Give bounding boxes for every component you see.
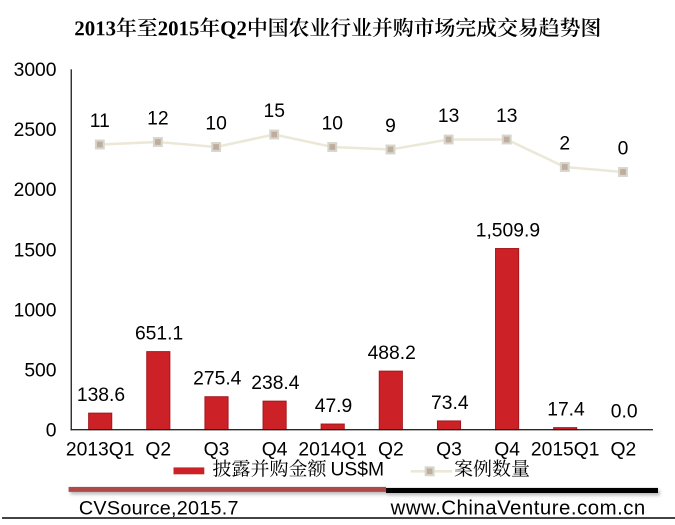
svg-text:CVSource,2015.7: CVSource,2015.7 <box>79 498 239 520</box>
svg-text:Q2: Q2 <box>145 440 171 461</box>
svg-text:651.1: 651.1 <box>135 324 183 345</box>
svg-text:73.4: 73.4 <box>431 393 469 414</box>
svg-text:Q2: Q2 <box>611 440 637 461</box>
svg-text:9: 9 <box>385 116 396 137</box>
svg-text:www.ChinaVenture.com.cn: www.ChinaVenture.com.cn <box>390 498 646 520</box>
svg-text:47.9: 47.9 <box>315 396 353 417</box>
svg-text:1000: 1000 <box>14 300 57 321</box>
svg-text:1500: 1500 <box>14 240 57 261</box>
svg-text:488.2: 488.2 <box>368 343 416 364</box>
svg-text:15: 15 <box>263 101 284 122</box>
svg-text:2000: 2000 <box>14 180 57 201</box>
svg-text:2015Q1: 2015Q1 <box>531 440 600 461</box>
svg-text:275.4: 275.4 <box>193 369 242 390</box>
svg-text:238.4: 238.4 <box>251 373 300 394</box>
svg-text:13: 13 <box>496 106 517 127</box>
svg-text:3000: 3000 <box>14 60 57 81</box>
svg-text:17.4: 17.4 <box>547 400 585 421</box>
svg-text:2013Q1: 2013Q1 <box>66 440 135 461</box>
svg-text:2: 2 <box>559 134 570 155</box>
svg-text:US$M: US$M <box>331 459 385 480</box>
svg-text:12: 12 <box>147 109 168 130</box>
svg-text:500: 500 <box>24 361 56 382</box>
svg-text:2014Q1: 2014Q1 <box>298 440 367 461</box>
svg-text:10: 10 <box>205 114 226 135</box>
svg-text:Q3: Q3 <box>436 440 462 461</box>
svg-text:Q3: Q3 <box>204 440 230 461</box>
svg-text:138.6: 138.6 <box>77 385 125 406</box>
svg-text:1,509.9: 1,509.9 <box>476 221 540 242</box>
svg-text:Q4: Q4 <box>494 440 520 461</box>
svg-text:11: 11 <box>90 111 110 132</box>
svg-text:0: 0 <box>46 421 57 442</box>
svg-text:13: 13 <box>438 106 459 127</box>
svg-text:Q2: Q2 <box>378 440 404 461</box>
svg-text:10: 10 <box>322 114 343 135</box>
svg-text:0: 0 <box>618 139 629 160</box>
svg-text:Q4: Q4 <box>262 440 288 461</box>
svg-text:0.0: 0.0 <box>611 402 638 423</box>
svg-text:2500: 2500 <box>14 120 57 141</box>
